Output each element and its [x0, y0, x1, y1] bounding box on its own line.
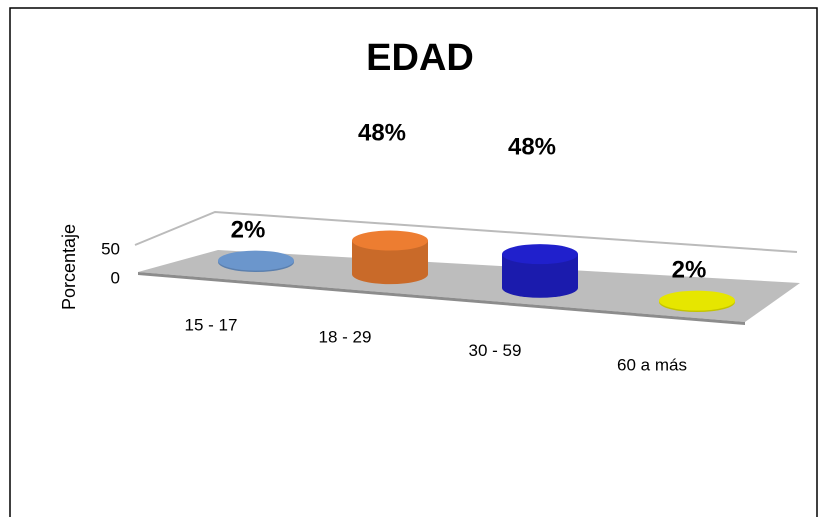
value-label: 2% — [672, 257, 707, 284]
value-label: 48% — [358, 120, 406, 147]
cylinder — [659, 290, 735, 312]
cylinder — [502, 244, 578, 298]
cylinder-shade — [352, 240, 428, 285]
x-tick-label: 60 a más — [617, 355, 687, 374]
x-tick-label: 30 - 59 — [469, 341, 522, 360]
chart-title: EDAD — [366, 37, 474, 79]
value-label: 2% — [231, 217, 266, 244]
cylinder-shade — [502, 254, 578, 298]
cylinder-top — [659, 290, 735, 311]
cylinder-body — [352, 240, 428, 285]
value-label: 48% — [508, 133, 556, 160]
y-tick-label: 50 — [101, 239, 120, 258]
y-tick-label: 0 — [111, 268, 120, 287]
floor — [138, 250, 800, 322]
floor-edge — [138, 272, 745, 325]
cylinder — [218, 250, 294, 272]
x-tick-label: 15 - 17 — [185, 315, 238, 334]
cylinder-body — [502, 254, 578, 298]
cylinder-top — [502, 244, 578, 265]
cylinder-top — [218, 250, 294, 271]
back-wall-edge — [134, 210, 798, 253]
cylinder-top — [352, 230, 428, 251]
cylinder — [352, 230, 428, 285]
x-tick-label: 18 - 29 — [319, 328, 372, 347]
y-axis-label: Porcentaje — [59, 224, 79, 310]
